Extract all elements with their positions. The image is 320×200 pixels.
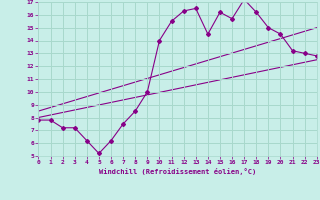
X-axis label: Windchill (Refroidissement éolien,°C): Windchill (Refroidissement éolien,°C) bbox=[99, 168, 256, 175]
